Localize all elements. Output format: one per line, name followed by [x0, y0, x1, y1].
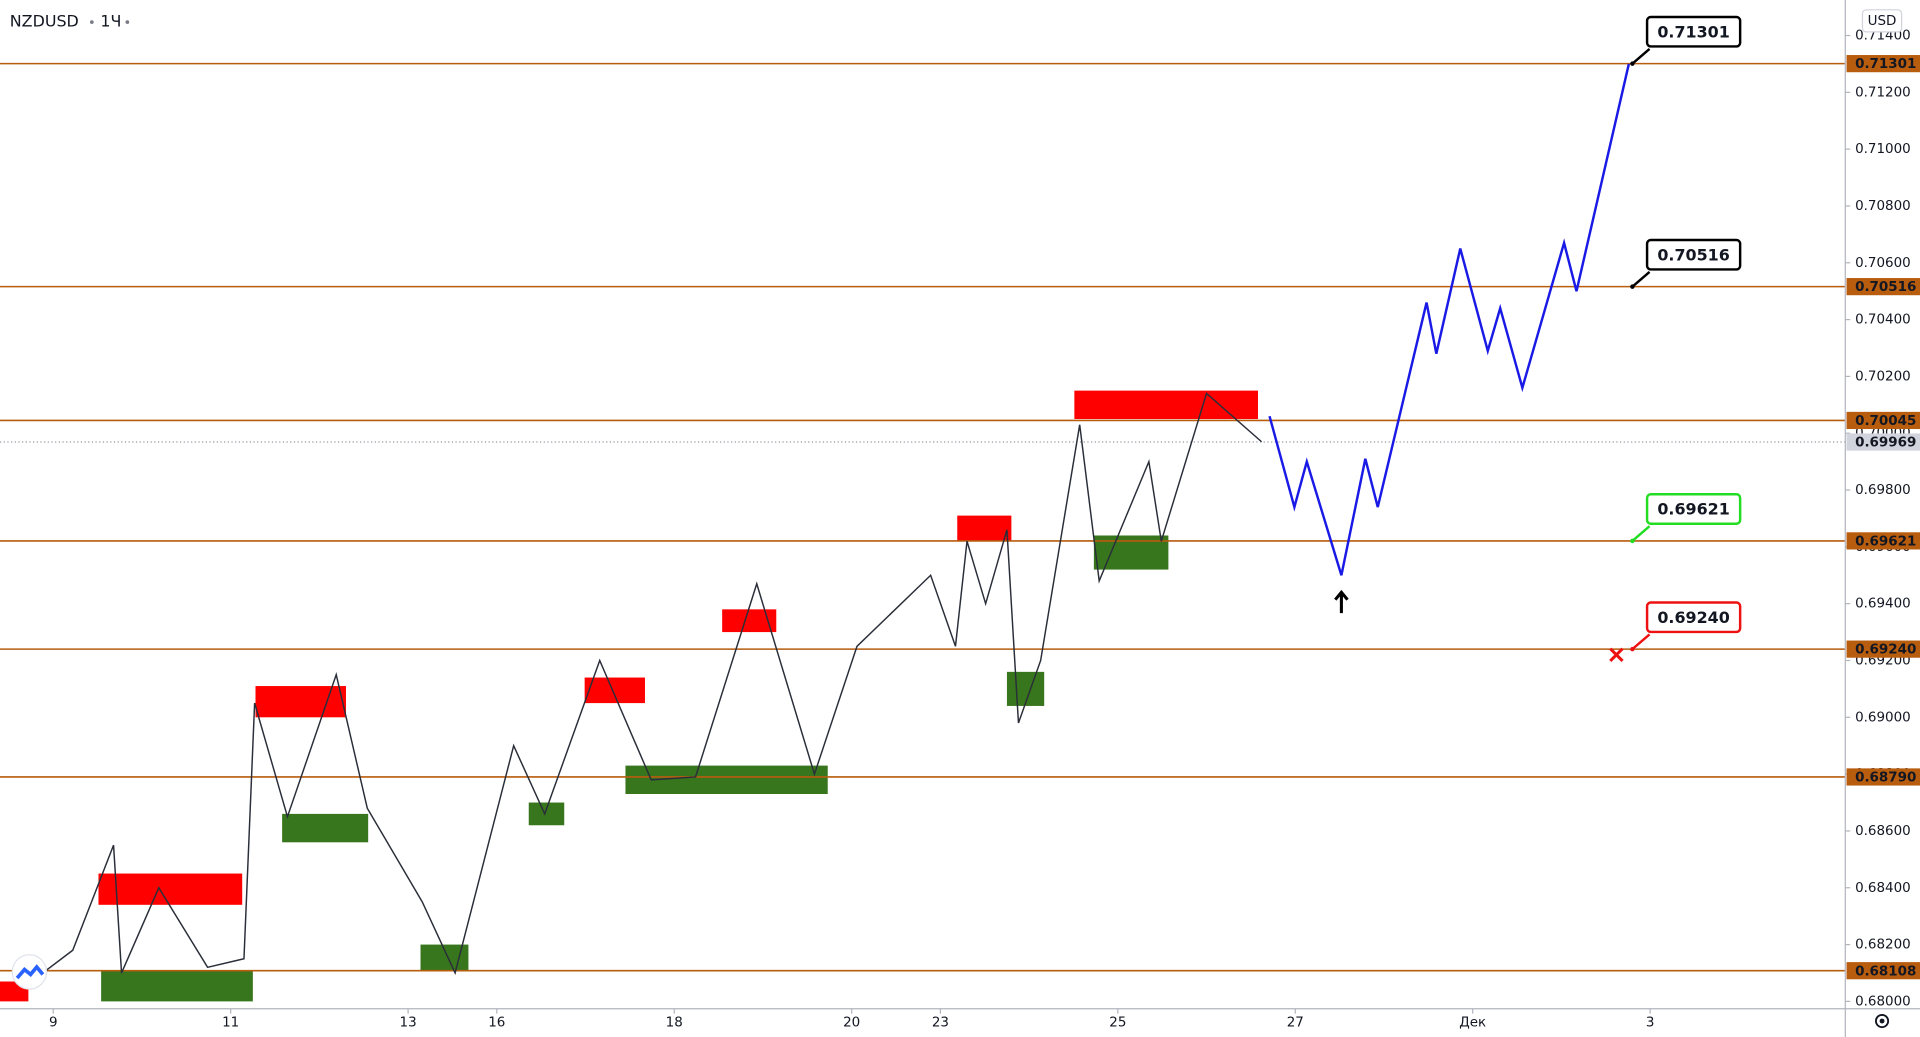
level-label-box: [1846, 411, 1920, 430]
symbol-header: NZDUSD 1Ч: [10, 12, 130, 31]
y-tick-label: 0.70800: [1855, 198, 1911, 214]
series-line: [23, 392, 1263, 988]
zone: [101, 970, 253, 1002]
last-price-label: 0.69969: [1855, 435, 1916, 451]
logo: [11, 954, 48, 990]
currency-box[interactable]: [1861, 9, 1903, 33]
level-label-box: [1846, 768, 1920, 786]
y-tick-label: 0.68400: [1855, 880, 1911, 896]
level-label: 0.68108: [1855, 963, 1916, 979]
level-label-box: [1846, 532, 1920, 550]
x-tick-label: 3: [1646, 1014, 1655, 1030]
zone: [282, 813, 369, 843]
x-tick-label: Дек: [1459, 1014, 1486, 1030]
price-axis: [1845, 0, 1920, 1037]
callout-label: 0.70516: [1657, 245, 1729, 264]
axes: 0.680000.682000.684000.686000.688000.690…: [49, 28, 1920, 1030]
level-label: 0.70045: [1855, 413, 1916, 429]
y-tick-label: 0.70400: [1855, 312, 1911, 328]
currency-button[interactable]: USD: [1861, 9, 1903, 33]
y-tick-label: 0.70600: [1855, 255, 1911, 271]
x-tick-label: 27: [1287, 1014, 1304, 1030]
callout-box: [1645, 238, 1742, 271]
zone: [528, 802, 565, 826]
settings-icon[interactable]: [1875, 1013, 1890, 1029]
level-label-box: [1846, 640, 1920, 658]
callout-label: 0.69621: [1657, 500, 1729, 519]
zone: [98, 873, 243, 905]
level-label: 0.71301: [1855, 56, 1916, 72]
x-tick-label: 11: [222, 1014, 239, 1030]
level-label: 0.69240: [1855, 642, 1916, 658]
level-label-box: [1846, 962, 1920, 980]
y-tick-label: 0.69400: [1855, 596, 1911, 612]
x-tick-label: 13: [400, 1014, 417, 1030]
logo-mark: [15, 964, 45, 980]
level-label-box: [1846, 278, 1920, 296]
zone: [255, 686, 346, 718]
y-tick-label: 0.71200: [1855, 84, 1911, 100]
zone: [1006, 671, 1045, 706]
symbol: NZDUSD: [10, 12, 79, 31]
y-tick-label: 0.68200: [1855, 937, 1911, 953]
y-tick-label: 0.68000: [1855, 993, 1911, 1009]
level-label: 0.70516: [1855, 279, 1916, 295]
level-label: 0.69621: [1855, 533, 1916, 549]
separator: [125, 20, 130, 24]
settings[interactable]: [1875, 1013, 1890, 1029]
y-tick-label: 0.69000: [1855, 709, 1911, 725]
x-tick-label: 16: [488, 1014, 505, 1030]
x-tick-label: 9: [49, 1014, 58, 1030]
callout-leader: [1631, 633, 1651, 651]
y-tick-label: 0.70200: [1855, 368, 1911, 384]
zone: [722, 609, 777, 633]
zone: [1074, 390, 1259, 420]
callout-box: [1645, 601, 1742, 634]
last-price-box: [1846, 433, 1920, 451]
x-tick-label: 25: [1109, 1014, 1126, 1030]
level-label-box: [1846, 55, 1920, 73]
callout-leader: [1631, 270, 1651, 288]
series-line: [1268, 63, 1631, 576]
callout-label: 0.69240: [1657, 608, 1729, 627]
zone: [584, 677, 645, 704]
callout-leader: [1631, 47, 1651, 65]
callout-leader: [1631, 525, 1651, 542]
callout-box: [1645, 493, 1742, 525]
x-tick-label: 18: [666, 1014, 683, 1030]
marker-cross: [1609, 647, 1624, 663]
currency[interactable]: USD: [1868, 13, 1897, 29]
plot-area: 0.71301 0.70516 0.69621 0.69240: [0, 15, 1846, 1002]
callout-label: 0.71301: [1657, 22, 1729, 41]
separator: [90, 20, 94, 24]
callout-box: [1645, 15, 1742, 48]
interval: 1Ч: [100, 12, 121, 31]
settings-icon-center[interactable]: [1879, 1018, 1885, 1024]
y-tick-label: 0.68600: [1855, 823, 1911, 839]
level-label: 0.68790: [1855, 770, 1916, 786]
zone: [957, 515, 1012, 542]
x-tick-label: 20: [843, 1014, 860, 1030]
y-tick-label: 0.69800: [1855, 482, 1911, 498]
x-tick-label: 23: [932, 1014, 949, 1030]
time-axis: [0, 1008, 1846, 1037]
marker-arrow-up: [1334, 589, 1349, 614]
y-tick-label: 0.71000: [1855, 141, 1911, 157]
